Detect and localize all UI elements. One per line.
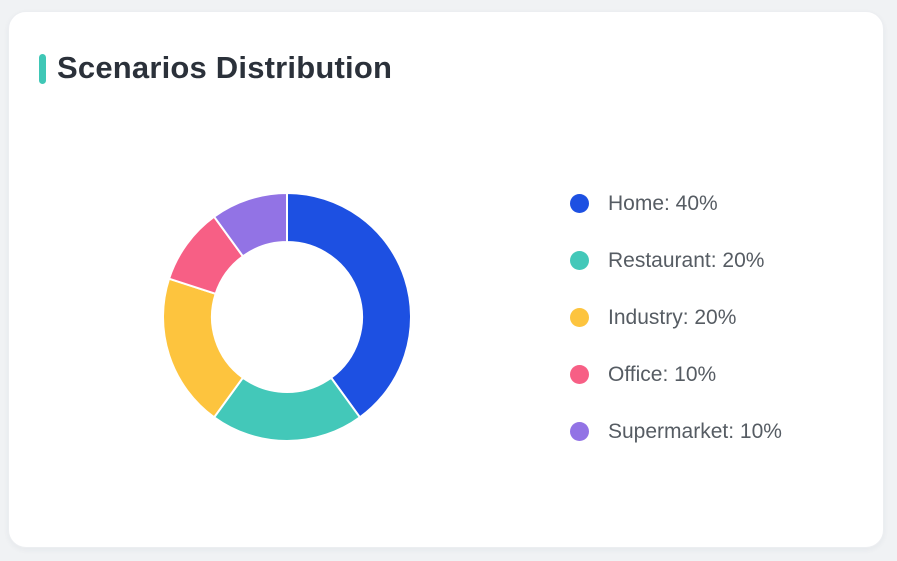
page-title: Scenarios Distribution [57,50,393,85]
legend-dot-industry [570,308,589,327]
donut-slice-supermarket[interactable] [213,192,288,258]
title-accent-bar [39,53,46,84]
legend-dot-office [570,365,589,384]
donut-slice-home[interactable] [286,192,412,419]
legend-item-home[interactable]: Home: 40% [570,193,782,214]
legend-dot-restaurant [570,251,589,270]
legend-label: Supermarket: 10% [608,420,782,443]
donut-chart [162,192,412,442]
legend-dot-home [570,194,589,213]
legend-item-restaurant[interactable]: Restaurant: 20% [570,250,782,271]
legend-label: Restaurant: 20% [608,249,765,272]
legend-item-supermarket[interactable]: Supermarket: 10% [570,421,782,442]
scenarios-distribution-card: Scenarios Distribution Home: 40% Restaur… [8,11,884,548]
legend-item-office[interactable]: Office: 10% [570,364,782,385]
legend-label: Office: 10% [608,363,717,386]
legend-item-industry[interactable]: Industry: 20% [570,307,782,328]
chart-legend: Home: 40% Restaurant: 20% Industry: 20% … [570,193,782,442]
legend-dot-supermarket [570,422,589,441]
card-header: Scenarios Distribution [39,52,392,85]
legend-label: Home: 40% [608,192,718,215]
legend-label: Industry: 20% [608,306,737,329]
